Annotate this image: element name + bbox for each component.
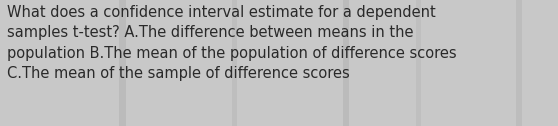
Bar — [343, 0, 349, 126]
Bar — [232, 0, 237, 126]
Bar — [119, 0, 126, 126]
Text: What does a confidence interval estimate for a dependent
samples t-test? A.The d: What does a confidence interval estimate… — [7, 5, 457, 81]
Bar — [516, 0, 522, 126]
Bar — [416, 0, 421, 126]
